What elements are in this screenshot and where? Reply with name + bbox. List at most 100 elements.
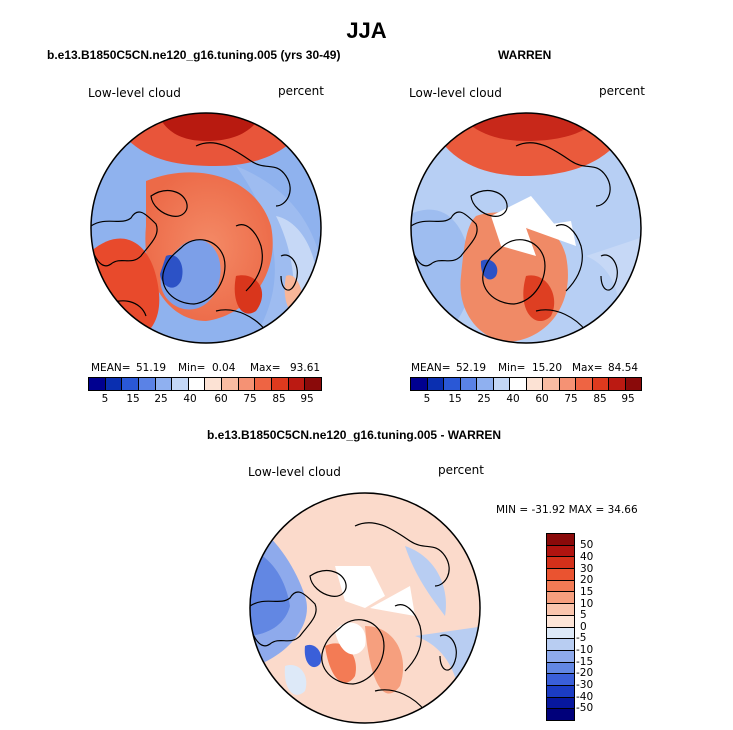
panel1-colorbar-swatch — [271, 378, 288, 390]
panel1-colorbar-swatch — [104, 378, 122, 390]
panel3-colorbar-tick: 20 — [580, 574, 594, 586]
panel3-colorbar-swatch — [547, 708, 574, 720]
panel1-units-label: percent — [278, 84, 324, 98]
panel1-polar-map — [90, 112, 322, 344]
panel3-colorbar-tick: -40 — [576, 691, 594, 703]
panel1-colorbar-swatch — [221, 378, 238, 390]
panel2-colorbar-tick: 5 — [423, 393, 431, 405]
panel3-colorbar-swatch — [547, 591, 574, 604]
panel1-colorbar-swatch — [304, 378, 321, 390]
panel3-colorbar-swatch — [547, 638, 574, 650]
panel2-colorbar-swatch — [426, 378, 443, 390]
panel3-colorbar-tick: -30 — [576, 679, 594, 691]
panel2-colorbar-tick: 95 — [621, 393, 635, 405]
panel2-colorbar-swatch — [575, 378, 592, 390]
panel2-colorbar-tick: 60 — [535, 393, 549, 405]
panel3-colorbar-tick: 10 — [580, 598, 594, 610]
panel3-colorbar-swatch — [547, 603, 574, 615]
panel2-colorbar-swatch — [492, 378, 509, 390]
panel3-colorbar-swatch — [547, 626, 574, 639]
panel2-colorbar — [410, 377, 642, 391]
panel1-colorbar-tick: 60 — [214, 393, 228, 405]
panel3-variable-label: Low-level cloud — [248, 465, 341, 479]
panel2-mean-value: 52.19 — [456, 362, 487, 374]
panel2-colorbar-swatch — [542, 378, 559, 390]
panel2-colorbar-swatch — [411, 378, 427, 390]
panel2-colorbar-swatch — [509, 378, 526, 390]
panel1-colorbar-tick: 25 — [154, 393, 168, 405]
panel2-colorbar-tick: 40 — [506, 393, 520, 405]
panel2-title: WARREN — [498, 48, 552, 62]
panel1-colorbar-swatch — [171, 378, 188, 390]
panel1-max-value: 93.61 — [290, 362, 321, 374]
panel3-min-max-stats: MIN = -31.92 MAX = 34.66 — [496, 504, 638, 516]
panel3-colorbar-tick: -5 — [576, 632, 587, 644]
panel3-colorbar-swatch — [547, 614, 574, 627]
panel1-colorbar-tick: 95 — [300, 393, 314, 405]
panel3-colorbar-swatch — [547, 579, 574, 592]
panel3-colorbar-tick: 5 — [580, 609, 587, 621]
panel3-colorbar-tick: 40 — [580, 551, 594, 563]
panel2-colorbar-swatch — [443, 378, 460, 390]
panel2-polar-map — [410, 112, 642, 344]
panel2-variable-label: Low-level cloud — [409, 86, 502, 100]
panel3-colorbar-swatch — [547, 568, 574, 580]
panel1-min-label: Min= — [178, 362, 206, 374]
panel1-variable-label: Low-level cloud — [88, 86, 181, 100]
panel1-mean-value: 51.19 — [136, 362, 167, 374]
panel1-colorbar-swatch — [237, 378, 255, 390]
panel2-max-value: 84.54 — [608, 362, 639, 374]
panel1-min-value: 0.04 — [212, 362, 236, 374]
panel3-colorbar-tick: 0 — [580, 621, 587, 633]
panel1-mean-label: MEAN= — [91, 362, 131, 374]
panel3-colorbar-tick: 30 — [580, 563, 594, 575]
panel2-colorbar-tick: 75 — [564, 393, 578, 405]
panel3-colorbar-swatch — [547, 696, 574, 709]
panel3-colorbar-swatch — [547, 544, 574, 557]
panel3-colorbar-swatch — [547, 661, 574, 674]
panel2-colorbar-swatch — [608, 378, 625, 390]
panel1-colorbar-tick: 5 — [101, 393, 109, 405]
panel2-colorbar-swatch — [624, 378, 641, 390]
panel3-colorbar-tick: -15 — [576, 656, 594, 668]
panel1-colorbar-tick: 40 — [183, 393, 197, 405]
panel1-colorbar-swatch — [89, 378, 105, 390]
panel1-colorbar-swatch — [287, 378, 305, 390]
panel2-mean-label: MEAN= — [411, 362, 451, 374]
panel3-colorbar-swatch — [547, 556, 574, 569]
panel1-colorbar-swatch — [121, 378, 138, 390]
panel1-colorbar — [88, 377, 322, 391]
panel1-colorbar-swatch — [204, 378, 222, 390]
panel1-max-label: Max= — [250, 362, 281, 374]
panel1-colorbar-tick: 75 — [243, 393, 257, 405]
panel1-colorbar-swatch — [187, 378, 205, 390]
panel2-colorbar-tick: 15 — [448, 393, 462, 405]
panel3-colorbar-tick: 15 — [580, 586, 594, 598]
panel3-units-label: percent — [438, 463, 484, 477]
panel3-title: b.e13.B1850C5CN.ne120_g16.tuning.005 - W… — [207, 428, 502, 442]
panel3-colorbar — [546, 533, 575, 721]
panel2-colorbar-tick: 25 — [477, 393, 491, 405]
panel3-colorbar-swatch — [547, 673, 574, 685]
panel1-colorbar-swatch — [137, 378, 155, 390]
panel1-colorbar-tick: 85 — [272, 393, 286, 405]
panel2-min-value: 15.20 — [532, 362, 563, 374]
panel2-colorbar-swatch — [591, 378, 608, 390]
panel3-colorbar-tick: -10 — [576, 644, 594, 656]
panel2-colorbar-swatch — [525, 378, 542, 390]
panel3-colorbar-tick: -20 — [576, 667, 594, 679]
panel2-colorbar-swatch — [476, 378, 493, 390]
panel2-colorbar-swatch — [459, 378, 476, 390]
panel1-colorbar-tick: 15 — [126, 393, 140, 405]
panel3-colorbar-tick: 50 — [580, 539, 594, 551]
panel3-colorbar-tick: -50 — [576, 702, 594, 714]
panel3-colorbar-swatch — [547, 649, 574, 662]
figure-title: JJA — [346, 18, 387, 43]
panel2-max-label: Max= — [572, 362, 603, 374]
panel1-colorbar-swatch — [154, 378, 172, 390]
panel3-colorbar-swatch — [547, 684, 574, 697]
panel1-title: b.e13.B1850C5CN.ne120_g16.tuning.005 (yr… — [47, 48, 341, 62]
panel2-colorbar-tick: 85 — [593, 393, 607, 405]
panel3-colorbar-swatch — [547, 534, 574, 545]
panel2-min-label: Min= — [498, 362, 526, 374]
